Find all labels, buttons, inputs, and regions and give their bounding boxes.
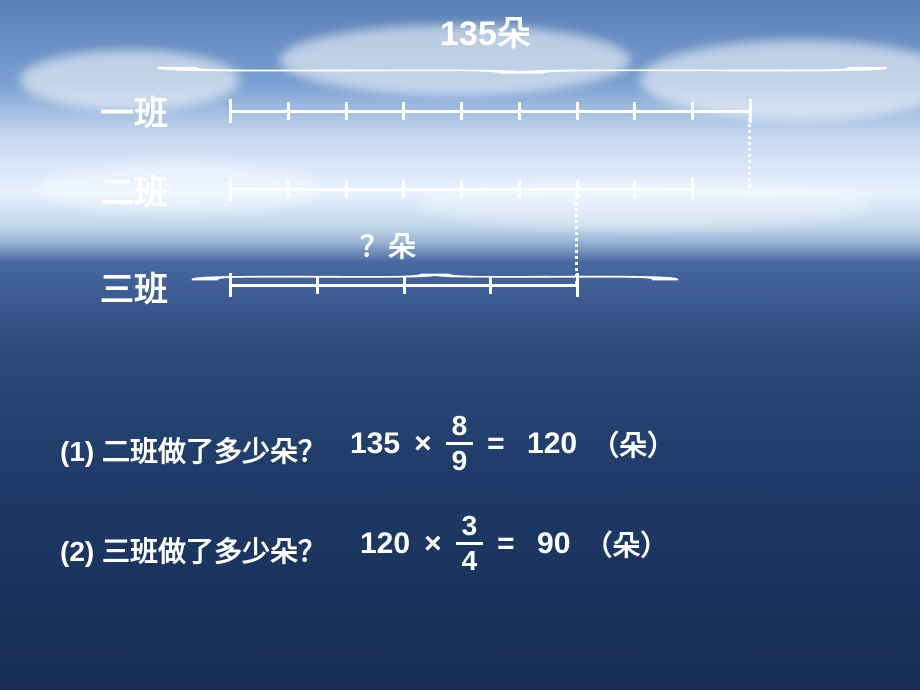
calc-unit: （朵） (591, 424, 675, 464)
problem-question: (2) 三班做了多少朵？ (60, 530, 326, 570)
calc-eq: = (497, 527, 515, 561)
bar-line (230, 110, 750, 113)
bar-tick (460, 102, 463, 120)
calc-result: 90 (529, 527, 571, 561)
problem-calc: 120 × 34 = 90 （朵） (360, 512, 668, 575)
calc-fraction: 89 (446, 412, 474, 475)
bar-tick (460, 180, 463, 198)
dotted-line (748, 111, 751, 188)
brace-bottom: ︷ (179, 266, 691, 274)
bar-tick (345, 102, 348, 120)
calc-op: × (424, 527, 442, 561)
class-label: 二班 (100, 165, 168, 214)
bar-tick (345, 180, 348, 198)
bar-tick (402, 180, 405, 198)
bar-tick (287, 102, 290, 120)
class-label: 三班 (100, 262, 168, 311)
calc-operand: 135 (350, 427, 400, 461)
calc-result: 120 (519, 427, 577, 461)
calc-operand: 120 (360, 527, 410, 561)
diagram-title: 135朵 (440, 6, 531, 55)
bar-tick (229, 99, 232, 123)
frac-denominator: 4 (462, 545, 478, 575)
bar-tick (518, 102, 521, 120)
bar-tick (691, 177, 694, 201)
frac-denominator: 9 (452, 445, 468, 475)
frac-numerator: 8 (446, 412, 474, 445)
bar-tick (287, 180, 290, 198)
brace-top: ︷ (138, 74, 906, 82)
calc-op: × (414, 427, 432, 461)
bar-tick (633, 102, 636, 120)
problem-question: (1) 二班做了多少朵？ (60, 430, 326, 470)
bar-tick (402, 102, 405, 120)
bar-tick (691, 102, 694, 120)
bar-tick (576, 102, 579, 120)
bar-tick (518, 180, 521, 198)
frac-numerator: 3 (456, 512, 484, 545)
calc-unit: （朵） (584, 524, 668, 564)
bar-tick (633, 180, 636, 198)
bar-tick (229, 177, 232, 201)
slide-canvas: 135朵 ︷ 一班二班三班 ？朵 ︷ (1) 二班做了多少朵？135×89= 1… (0, 0, 920, 690)
problem-calc: 135 × 89 = 120 （朵） (350, 412, 675, 475)
class-label: 一班 (100, 86, 168, 135)
calc-eq: = (487, 427, 505, 461)
calc-fraction: 34 (456, 512, 484, 575)
